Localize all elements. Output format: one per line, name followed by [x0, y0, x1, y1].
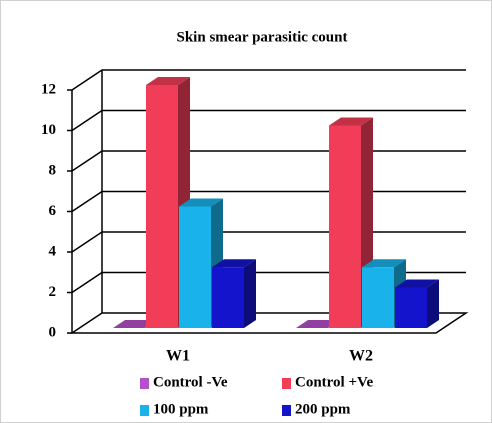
x-tick-label: W1: [166, 348, 190, 365]
bar-top: [362, 259, 406, 268]
bar: [179, 206, 211, 328]
bar-top: [212, 259, 256, 268]
legend-swatch: [282, 378, 291, 389]
bar-top: [395, 279, 439, 288]
legend-swatch: [140, 405, 149, 416]
grid-line: [71, 109, 466, 132]
legend-swatch: [282, 405, 291, 416]
legend-label: 200 ppm: [295, 401, 351, 417]
bar-side: [427, 279, 439, 328]
y-tick-label: 4: [49, 243, 57, 259]
y-tick-label: 12: [41, 81, 56, 97]
chart-title: Skin smear parasitic count: [177, 29, 348, 45]
bar-top: [146, 77, 190, 85]
bar: [212, 267, 244, 328]
bar: [329, 125, 361, 328]
bar: [146, 85, 178, 328]
bar-top: [179, 198, 223, 207]
y-tick-label: 2: [49, 284, 57, 300]
bar: [395, 287, 427, 328]
legend-label: 100 ppm: [153, 401, 209, 417]
y-tick-label: 0: [49, 324, 57, 340]
bar-top: [329, 117, 373, 126]
y-tick-label: 6: [49, 203, 57, 219]
legend-swatch: [140, 378, 149, 389]
y-tick-label: 8: [49, 162, 57, 178]
x-tick-label: W2: [349, 348, 373, 365]
y-tick-label: 10: [41, 122, 56, 138]
grid-line: [71, 69, 466, 91]
bar-side: [244, 259, 256, 328]
legend-label: Control -Ve: [153, 374, 228, 390]
bar: [362, 267, 394, 328]
legend-label: Control +Ve: [295, 374, 373, 390]
